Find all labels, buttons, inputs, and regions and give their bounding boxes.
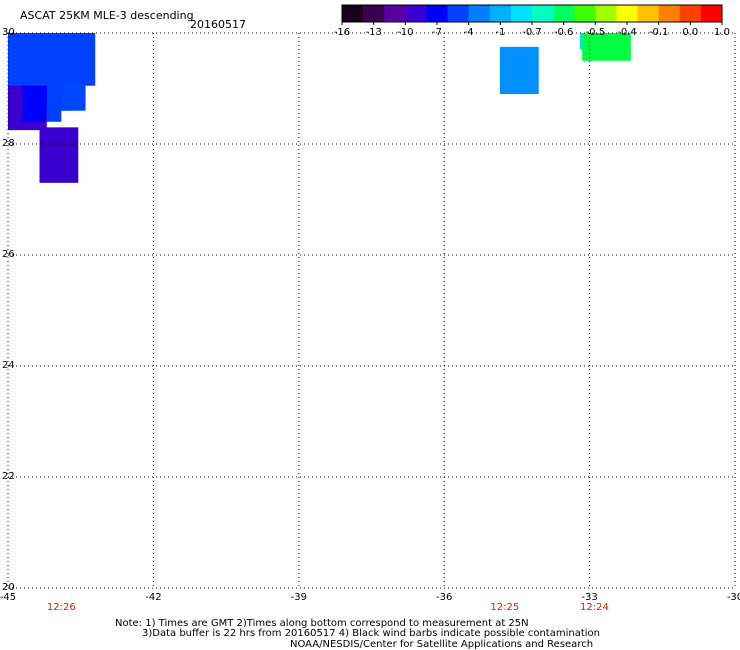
colorbar-tick-label: -1 [495, 27, 506, 38]
longitude-label: -45 [0, 592, 17, 603]
colorbar-tick-label: -4 [463, 27, 474, 38]
data-cell-5 [46, 99, 62, 122]
data-cell-6 [39, 127, 79, 183]
data-cell-7 [499, 46, 539, 95]
colorbar-swatch-14 [637, 5, 660, 22]
map-date: 20160517 [190, 18, 246, 31]
colorbar-swatch-3 [405, 5, 427, 22]
longitude-label: -30 [726, 592, 740, 603]
note-line-3: NOAA/NESDIS/Center for Satellite Applica… [290, 639, 594, 650]
colorbar-swatch-10 [553, 5, 575, 22]
longitude-label: -39 [290, 592, 307, 603]
colorbar-tick-label: -0.6 [553, 27, 574, 38]
latitude-label: 28 [2, 138, 15, 149]
colorbar-swatch-4 [426, 5, 449, 22]
colorbar-swatch-15 [658, 5, 681, 22]
latitude-label: 24 [2, 360, 15, 371]
latitude-label: 26 [2, 249, 15, 260]
time-label: 12:26 [46, 602, 76, 613]
colorbar-tick-label: -16 [333, 27, 351, 38]
data-cell-0 [8, 33, 96, 86]
longitude-label: -42 [145, 592, 162, 603]
colorbar-swatch-11 [574, 5, 596, 22]
colorbar-swatch-9 [532, 5, 554, 22]
note-line-2: 3)Data buffer is 22 hrs from 20160517 4)… [142, 628, 600, 639]
colorbar-swatch-17 [700, 5, 723, 22]
colorbar-swatch-1 [363, 5, 385, 22]
colorbar-swatch-12 [595, 5, 617, 22]
longitude-label: -33 [581, 592, 598, 603]
colorbar-swatch-13 [616, 5, 639, 22]
latitude-label: 22 [2, 471, 15, 482]
colorbar-swatch-5 [447, 5, 470, 22]
colorbar-swatch-6 [468, 5, 491, 22]
colorbar-tick-label: -0.5 [585, 27, 606, 38]
colorbar-tick-label: 0.0 [682, 27, 699, 38]
colorbar-swatch-7 [489, 5, 512, 22]
colorbar-tick-label: -0.1 [648, 27, 669, 38]
data-cell-2 [61, 82, 86, 111]
longitude-label: -36 [436, 592, 453, 603]
colorbar-tick-label: -10 [397, 27, 414, 38]
map-title: ASCAT 25KM MLE-3 descending [20, 9, 194, 22]
latitude-label: 30 [2, 27, 15, 38]
note-line-1: Note: 1) Times are GMT 2)Times along bot… [115, 618, 529, 629]
colorbar-tick-label: -0.4 [617, 27, 637, 38]
colorbar-tick-label: -0.7 [522, 27, 542, 38]
colorbar-swatch-16 [679, 5, 702, 22]
latitude-label: 20 [2, 582, 15, 593]
colorbar-tick-label: 1.0 [714, 27, 730, 38]
time-label: 12:24 [580, 602, 609, 613]
time-label: 12:25 [490, 602, 520, 613]
colorbar-swatch-8 [510, 5, 533, 22]
colorbar-swatch-0 [342, 5, 364, 22]
colorbar-swatch-2 [384, 5, 406, 22]
data-cell-11 [582, 33, 631, 61]
colorbar-tick-label: -7 [432, 27, 442, 38]
data-cell-4 [22, 85, 47, 122]
colorbar-tick-label: -13 [365, 27, 382, 38]
